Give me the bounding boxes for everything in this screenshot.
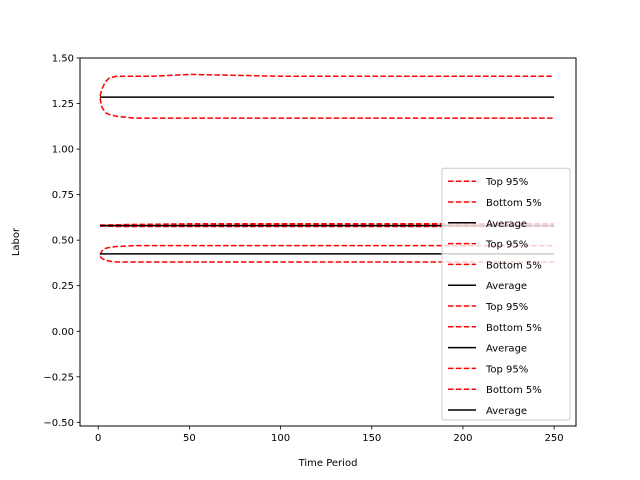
y-axis-label: Labor — [11, 227, 22, 256]
x-tick-label: 100 — [271, 433, 290, 444]
series-line-7 — [99, 256, 555, 263]
legend-entry-label: Top 95% — [485, 177, 528, 188]
y-tick-label: 0.75 — [52, 190, 74, 201]
y-tick-label: 1.50 — [52, 54, 74, 65]
legend-entry-label: Average — [486, 406, 527, 417]
y-tick-label: 1.00 — [52, 145, 74, 156]
x-tick-label: 0 — [95, 433, 101, 444]
y-tick-label: 0.50 — [52, 236, 74, 247]
legend-box — [441, 167, 571, 421]
x-tick-label: 200 — [453, 433, 472, 444]
x-axis-label: Time Period — [298, 458, 358, 469]
y-tick-label: 0.25 — [52, 281, 74, 292]
legend-entry-label: Bottom 5% — [486, 385, 542, 396]
legend: Top 95% Bottom 5% Average Top 95% Bottom 5% A… — [441, 167, 571, 421]
legend-entry-label: Bottom 5% — [486, 260, 542, 271]
y-axis-ticks: −0.50 −0.25 0.00 0.25 0.50 0.75 1.00 1.25 1.50 — [43, 54, 80, 429]
legend-entry-label: Top 95% — [485, 364, 528, 375]
legend-entry-label: Top 95% — [485, 240, 528, 251]
axes-frame — [79, 57, 577, 427]
y-tick-label: −0.50 — [43, 418, 74, 429]
legend-entry-label: Bottom 5% — [486, 198, 542, 209]
x-tick-label: 50 — [183, 433, 196, 444]
x-tick-label: 250 — [545, 433, 564, 444]
y-tick-label: 0.00 — [52, 327, 74, 338]
y-tick-label: −0.25 — [43, 372, 74, 383]
series-line-0 — [99, 73, 555, 97]
legend-entry-label: Average — [486, 281, 527, 292]
legend-entry-label: Average — [486, 219, 527, 230]
y-tick-label: 1.25 — [52, 99, 74, 110]
x-tick-label: 150 — [362, 433, 381, 444]
legend-entry-label: Average — [486, 344, 527, 355]
x-axis-ticks: 0 50 100 150 200 250 — [95, 426, 564, 444]
legend-entry-label: Bottom 5% — [486, 323, 542, 334]
legend-entry-label: Top 95% — [485, 302, 528, 313]
